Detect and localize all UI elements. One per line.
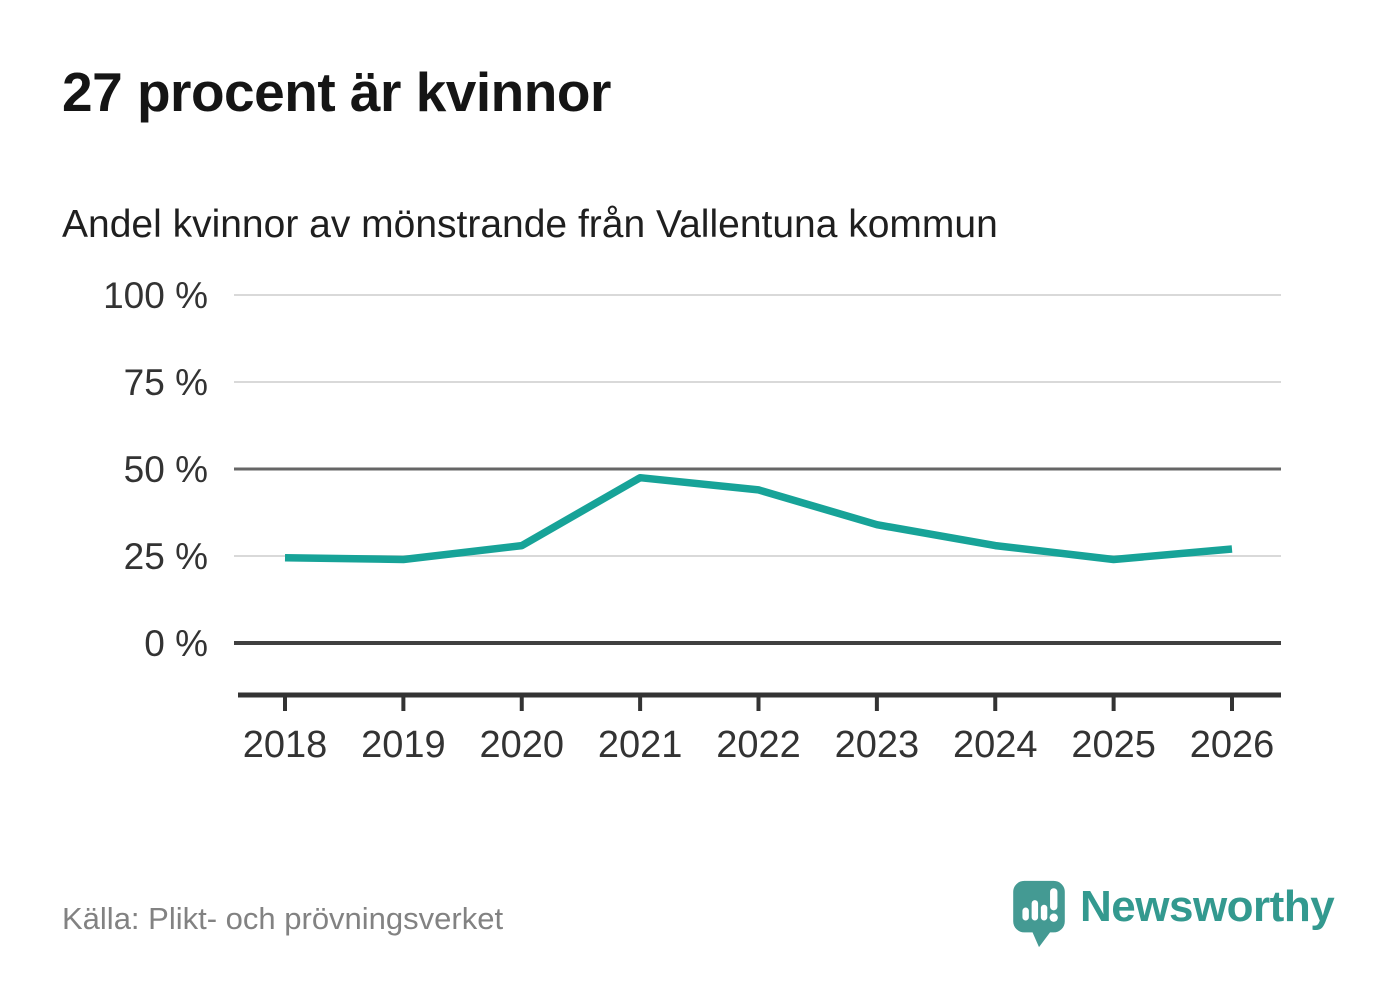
source-note: Källa: Plikt- och prövningsverket xyxy=(62,901,504,936)
y-tick-label-75: 75 % xyxy=(124,362,208,403)
y-tick-label-100: 100 % xyxy=(103,275,208,316)
chart-title: 27 procent är kvinnor xyxy=(62,61,611,123)
x-tick-label-2023: 2023 xyxy=(835,724,920,766)
newsworthy-logo-icon xyxy=(1013,880,1065,948)
logo-bar-1 xyxy=(1022,907,1029,921)
x-tick-label-2022: 2022 xyxy=(716,724,801,766)
x-tick-label-2026: 2026 xyxy=(1190,724,1275,766)
x-tick-label-2019: 2019 xyxy=(361,724,446,766)
brand-footer: Newsworthy xyxy=(1011,879,1335,949)
x-tick-label-2025: 2025 xyxy=(1071,724,1156,766)
logo-exclamation-bar xyxy=(1050,888,1058,911)
logo-exclamation-dot xyxy=(1049,913,1058,922)
y-tick-label-25: 25 % xyxy=(124,536,208,577)
chart-subtitle: Andel kvinnor av mönstrande från Vallent… xyxy=(62,203,998,246)
x-tick-label-2020: 2020 xyxy=(479,724,564,766)
y-tick-label-50: 50 % xyxy=(124,449,208,490)
brand-name: Newsworthy xyxy=(1080,882,1335,931)
x-tick-label-2018: 2018 xyxy=(243,724,328,766)
x-tick-label-2024: 2024 xyxy=(953,724,1038,766)
x-tick-label-2021: 2021 xyxy=(598,724,683,766)
logo-bar-3 xyxy=(1040,904,1048,921)
data-line-series xyxy=(284,473,1233,564)
y-tick-label-0: 0 % xyxy=(144,623,208,664)
logo-bar-2 xyxy=(1031,900,1039,921)
